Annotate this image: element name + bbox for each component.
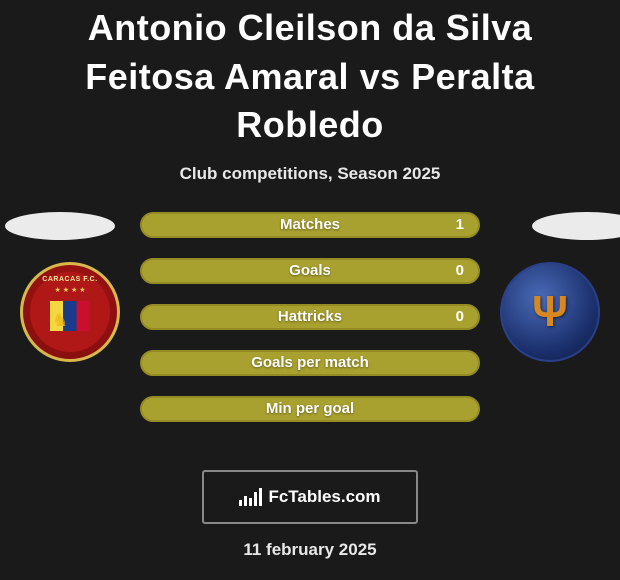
stat-label: Hattricks (278, 308, 342, 325)
stats-area: CARACAS F.C. ★ ★ ★ ★ ♞ Ψ Matches 1 Goals… (0, 212, 620, 462)
club-badge-right-inner: Ψ (502, 264, 598, 360)
brand-label: FcTables.com (268, 487, 380, 507)
stat-bar-hattricks: Hattricks 0 (140, 304, 480, 330)
club-badge-left-banner: CARACAS F.C. (42, 276, 97, 283)
stat-value-right: 1 (456, 216, 464, 233)
stat-bar-goals: Goals 0 (140, 258, 480, 284)
stat-label: Goals (289, 262, 331, 279)
subtitle: Club competitions, Season 2025 (0, 164, 620, 184)
brand-box: FcTables.com (202, 470, 418, 524)
stat-bar-goals-per-match: Goals per match (140, 350, 480, 376)
club-badge-left: CARACAS F.C. ★ ★ ★ ★ ♞ (20, 262, 120, 362)
stat-value-right: 0 (456, 262, 464, 279)
player-right-highlight-oval (532, 212, 620, 240)
stat-value-right: 0 (456, 308, 464, 325)
stat-label: Matches (280, 216, 340, 233)
stat-bars: Matches 1 Goals 0 Hattricks 0 Goals per … (140, 212, 480, 442)
trident-icon: Ψ (532, 287, 568, 337)
stat-label: Min per goal (266, 400, 354, 417)
club-badge-left-inner: CARACAS F.C. ★ ★ ★ ★ ♞ (30, 272, 110, 352)
stat-label: Goals per match (251, 354, 369, 371)
lion-icon: ♞ (52, 310, 68, 331)
date-label: 11 february 2025 (0, 540, 620, 560)
club-badge-right: Ψ (500, 262, 600, 362)
stars-icon: ★ ★ ★ ★ (55, 286, 86, 294)
stat-bar-min-per-goal: Min per goal (140, 396, 480, 422)
stat-bar-matches: Matches 1 (140, 212, 480, 238)
flag-icon: ♞ (50, 301, 90, 331)
bar-chart-icon (239, 488, 262, 506)
player-left-highlight-oval (5, 212, 115, 240)
page-title: Antonio Cleilson da Silva Feitosa Amaral… (0, 0, 620, 150)
